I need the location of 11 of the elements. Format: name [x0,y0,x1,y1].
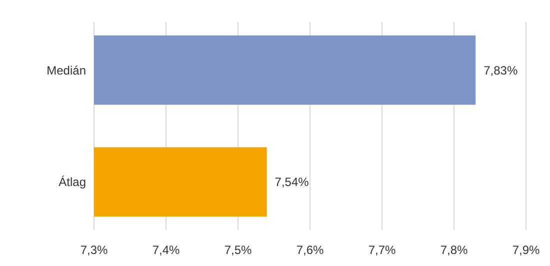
x-tick-label: 7,8% [440,243,468,258]
x-tick-label: 7,3% [80,243,108,258]
x-tick-label: 7,9% [512,243,540,258]
x-tick-label: 7,5% [224,243,252,258]
data-label: 7,83% [484,63,518,78]
y-tick-label: Átlag [58,175,86,190]
y-tick-label: Medián [46,63,86,78]
data-label: 7,54% [274,175,310,190]
x-tick-label: 7,6% [296,243,324,258]
x-tick-label: 7,7% [368,243,396,258]
x-tick-label: 7,4% [152,243,180,258]
